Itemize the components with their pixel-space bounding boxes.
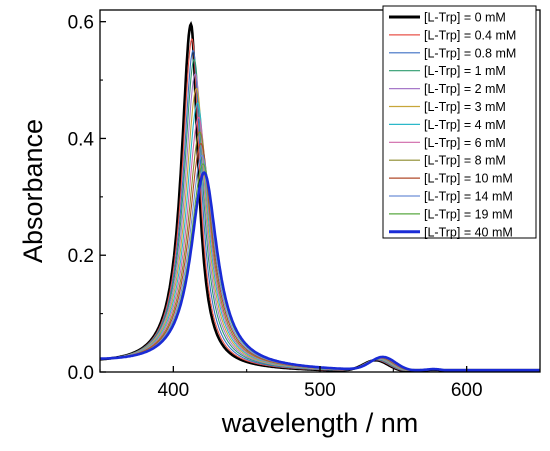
legend-entry: [L-Trp] = 0.8 mM bbox=[424, 46, 516, 60]
y-tick-label: 0.4 bbox=[68, 129, 95, 150]
y-axis-title: Absorbance bbox=[18, 119, 48, 263]
y-axis-ticks: 0.0 0.2 0.4 0.6 bbox=[68, 13, 106, 384]
legend-entry: [L-Trp] = 14 mM bbox=[424, 190, 513, 204]
legend-entry: [L-Trp] = 1 mM bbox=[424, 64, 506, 78]
y-tick-label: 0.6 bbox=[68, 13, 94, 34]
legend-entry: [L-Trp] = 40 mM bbox=[424, 225, 513, 239]
legend-entry: [L-Trp] = 8 mM bbox=[424, 154, 506, 168]
x-tick-label: 400 bbox=[157, 380, 189, 401]
y-tick-label: 0.0 bbox=[68, 363, 94, 384]
y-tick-label: 0.2 bbox=[68, 246, 94, 267]
legend-entry: [L-Trp] = 0 mM bbox=[424, 11, 506, 25]
legend-entry: [L-Trp] = 2 mM bbox=[424, 82, 506, 96]
legend-entry: [L-Trp] = 10 mM bbox=[424, 172, 513, 186]
legend-box bbox=[382, 5, 537, 239]
legend-entry: [L-Trp] = 19 mM bbox=[424, 207, 513, 221]
legend-entry: [L-Trp] = 0.4 mM bbox=[424, 28, 516, 42]
x-axis-title: wavelength / nm bbox=[221, 408, 419, 438]
x-axis-ticks: 400 500 600 bbox=[99, 366, 483, 401]
legend-entry: [L-Trp] = 6 mM bbox=[424, 136, 506, 150]
legend-entry: [L-Trp] = 4 mM bbox=[424, 118, 506, 132]
x-tick-label: 600 bbox=[451, 380, 483, 401]
x-tick-label: 500 bbox=[304, 380, 336, 401]
legend-entry: [L-Trp] = 3 mM bbox=[424, 100, 506, 114]
legend: [L-Trp] = 0 mM [L-Trp] = 0.4 mM [L-Trp] = … bbox=[382, 5, 537, 239]
